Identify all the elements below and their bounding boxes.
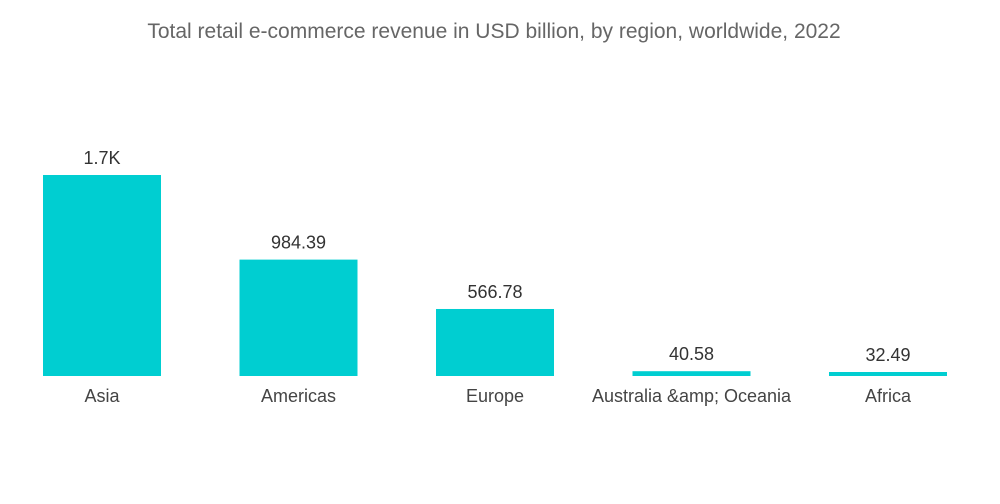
bar-europe bbox=[436, 308, 554, 376]
bar-asia bbox=[43, 175, 161, 376]
value-label-africa: 32.49 bbox=[865, 345, 910, 365]
category-label-americas: Americas bbox=[261, 386, 336, 406]
category-labels-group: Asia Americas Europe Australia &amp; Oceani… bbox=[84, 386, 912, 406]
bar-africa bbox=[829, 372, 947, 376]
category-label-africa: Africa bbox=[865, 386, 912, 406]
category-label-europe: Europe bbox=[466, 386, 524, 406]
bar-americas bbox=[239, 259, 358, 376]
value-label-australia-and-oceania: 40.58 bbox=[669, 344, 714, 364]
value-labels-group: 1.7K 984.39 566.78 40.58 32.49 bbox=[83, 148, 910, 365]
bar-australia-and-oceania bbox=[632, 371, 751, 376]
value-label-asia: 1.7K bbox=[83, 148, 120, 168]
category-label-asia: Asia bbox=[84, 386, 120, 406]
category-label-australia-and-oceania: Australia &amp; Oceania bbox=[592, 386, 792, 406]
bars-group bbox=[43, 175, 947, 376]
value-label-europe: 566.78 bbox=[467, 282, 522, 302]
value-label-americas: 984.39 bbox=[271, 233, 326, 253]
chart-title: Total retail e-commerce revenue in USD b… bbox=[147, 20, 840, 43]
